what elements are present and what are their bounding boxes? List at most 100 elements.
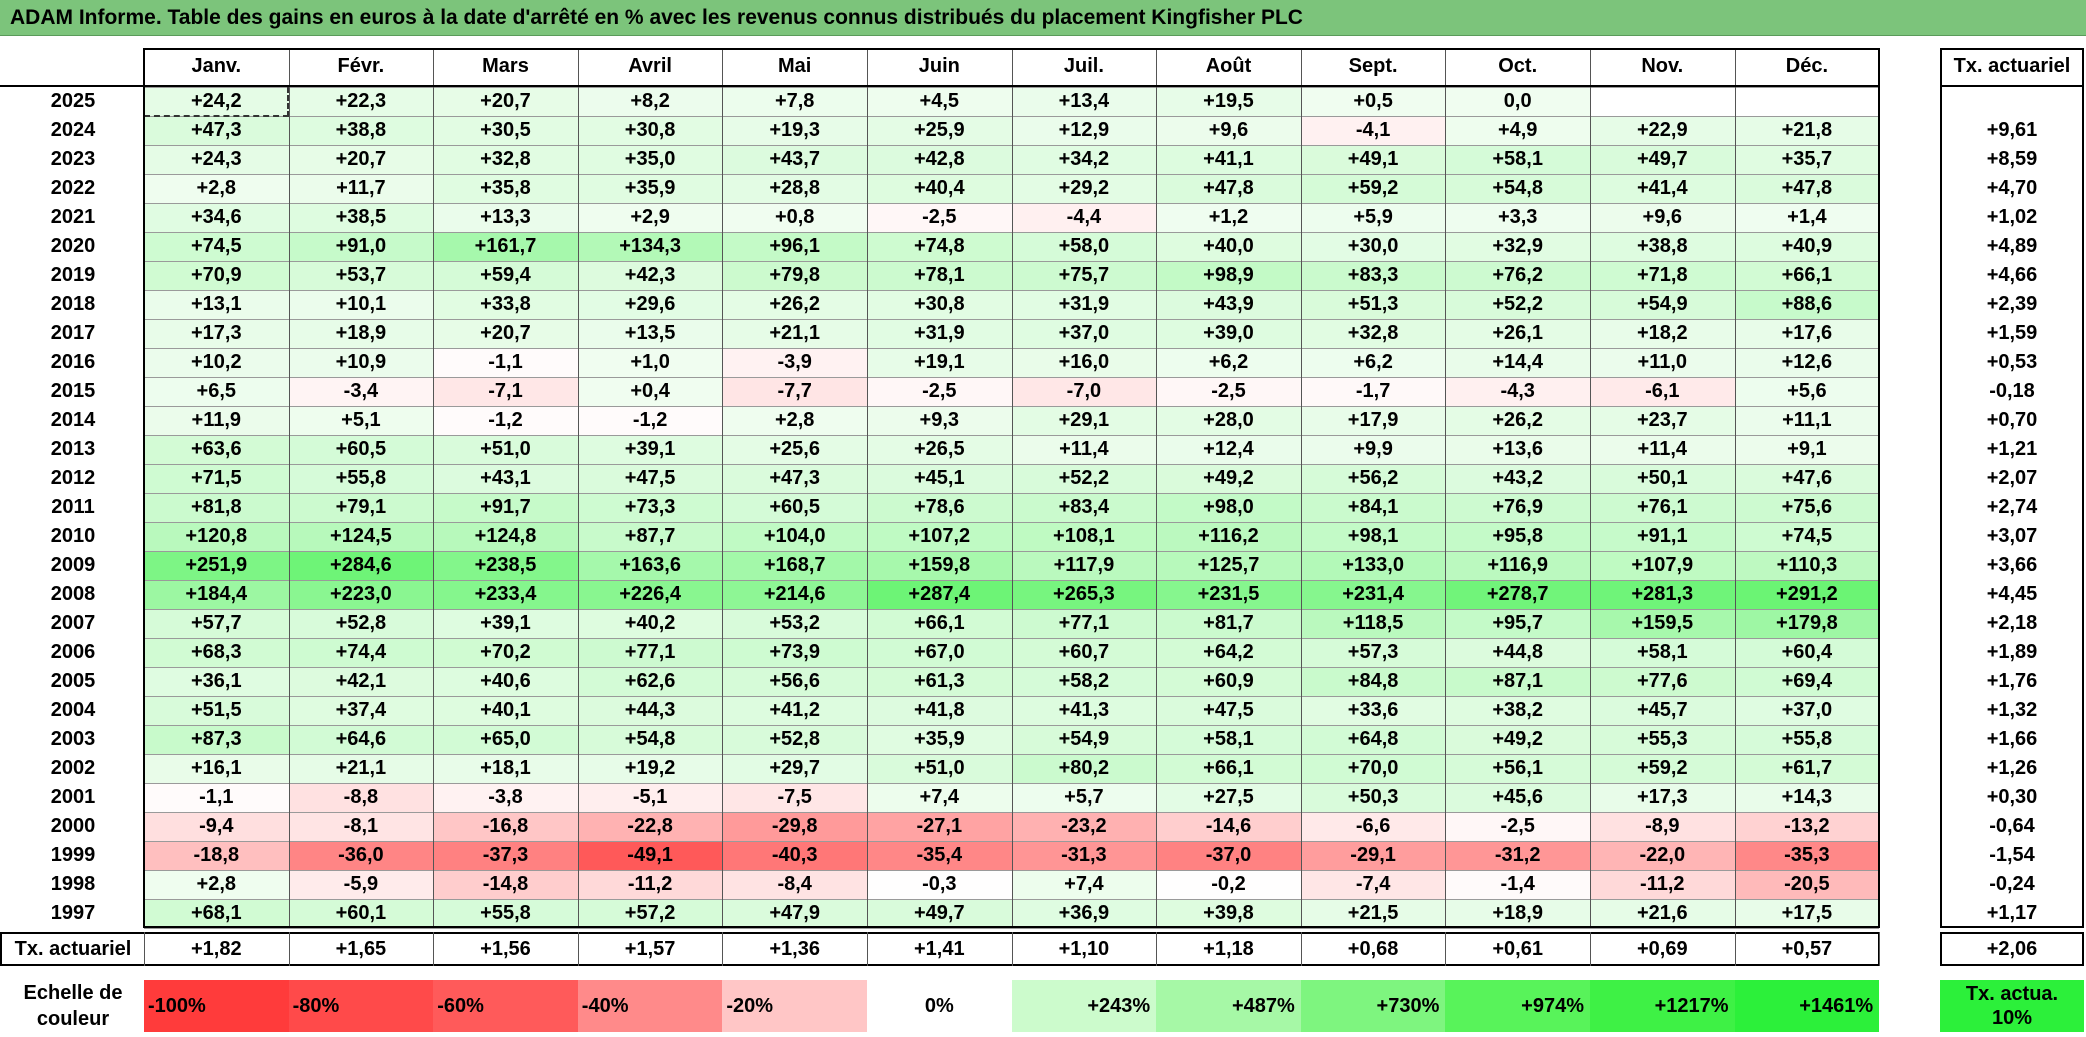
- table-cell: +1,0: [577, 348, 723, 377]
- table-cell: +159,5: [1590, 609, 1735, 638]
- rate-cell: +0,70: [1986, 409, 2038, 431]
- table-cell: +57,7: [144, 609, 289, 638]
- year-label: 2007: [50, 612, 96, 634]
- table-cell: 0,0: [1445, 87, 1590, 116]
- table-cell: +52,8: [722, 725, 867, 754]
- table-cell: +10,9: [288, 348, 434, 377]
- table-cell: -2,5: [1445, 812, 1590, 841]
- table-cell: -2,5: [867, 203, 1012, 232]
- table-cell: +107,2: [867, 522, 1012, 551]
- table-cell: +64,8: [1300, 725, 1446, 754]
- table-cell: -7,4: [1300, 870, 1446, 899]
- table-cell: +70,2: [433, 638, 578, 667]
- table-cell: +25,6: [722, 435, 867, 464]
- column-header: Août: [1205, 55, 1252, 77]
- table-cell: +70,0: [1300, 754, 1446, 783]
- column-header: Avril: [628, 55, 672, 77]
- table-cell: +17,3: [144, 319, 289, 348]
- table-cell: +96,1: [722, 232, 867, 261]
- summary-cell: +1,18: [1203, 938, 1254, 960]
- rate-cell: +4,66: [1986, 264, 2038, 286]
- table-cell: +59,4: [433, 261, 578, 290]
- column-header: Juil.: [1063, 55, 1104, 77]
- summary-cell: +0,68: [1347, 938, 1399, 960]
- table-cell: -5,1: [577, 783, 723, 812]
- table-cell: +45,1: [867, 464, 1012, 493]
- table-cell: +107,9: [1590, 551, 1735, 580]
- table-cell: +12,6: [1734, 348, 1880, 377]
- table-cell: +125,7: [1156, 551, 1301, 580]
- grid-line: [288, 48, 290, 928]
- color-scale-label: Echelle de couleur: [2, 980, 144, 1032]
- year-label: 1999: [50, 844, 96, 866]
- grid-line: [288, 932, 290, 966]
- year-label: 2006: [50, 641, 96, 663]
- table-cell: +251,9: [144, 551, 289, 580]
- table-cell: +21,1: [722, 319, 867, 348]
- table-cell: +0,5: [1300, 87, 1446, 116]
- table-cell: -8,1: [288, 812, 434, 841]
- table-cell: +18,9: [1445, 899, 1590, 928]
- table-cell: +13,4: [1011, 87, 1157, 116]
- table-cell: +95,7: [1445, 609, 1590, 638]
- table-cell: +79,8: [722, 261, 867, 290]
- table-cell: +44,3: [577, 696, 723, 725]
- table-cell: +19,5: [1156, 87, 1301, 116]
- table-cell: +21,8: [1734, 116, 1880, 145]
- year-label: 2021: [50, 206, 96, 228]
- title-bar: ADAM Informe. Table des gains en euros à…: [0, 0, 2086, 36]
- rate-cell: +1,66: [1986, 728, 2038, 750]
- table-cell: +71,5: [144, 464, 289, 493]
- table-cell: +11,4: [1011, 435, 1157, 464]
- summary-rate-cell: +2,06: [1986, 938, 2038, 960]
- table-cell: +68,1: [144, 899, 289, 928]
- table-cell: +0,8: [722, 203, 867, 232]
- year-label: 2011: [51, 496, 95, 518]
- table-cell: +35,9: [867, 725, 1012, 754]
- column-header: Nov.: [1641, 55, 1684, 77]
- table-cell: +77,6: [1590, 667, 1735, 696]
- table-cell: -4,3: [1445, 377, 1590, 406]
- table-cell: +41,1: [1156, 145, 1301, 174]
- year-label: 2019: [50, 264, 96, 286]
- color-scale-swatch: -20%: [722, 980, 867, 1032]
- year-label: 2017: [50, 322, 96, 344]
- table-cell: +4,5: [867, 87, 1012, 116]
- year-label: 2023: [50, 148, 96, 170]
- table-cell: +57,3: [1300, 638, 1446, 667]
- table-cell: +60,1: [288, 899, 434, 928]
- table-cell: +38,5: [288, 203, 434, 232]
- table-cell: +87,3: [144, 725, 289, 754]
- table-cell: +17,3: [1590, 783, 1735, 812]
- table-cell: +35,0: [577, 145, 723, 174]
- table-cell: +13,6: [1445, 435, 1590, 464]
- table-cell: +54,8: [1445, 174, 1590, 203]
- table-cell: +29,7: [722, 754, 867, 783]
- color-scale-swatch: +1217%: [1590, 980, 1735, 1032]
- table-cell: +124,8: [433, 522, 578, 551]
- summary-cell: +1,56: [480, 938, 531, 960]
- color-scale-swatch: +487%: [1156, 980, 1301, 1032]
- column-header: Juin: [918, 55, 960, 77]
- rate-cell: +1,21: [1986, 438, 2038, 460]
- table-cell: +47,3: [722, 464, 867, 493]
- table-cell: +66,1: [867, 609, 1012, 638]
- rate-cell: +3,66: [1986, 554, 2038, 576]
- table-cell: +56,1: [1445, 754, 1590, 783]
- table-cell: +34,6: [144, 203, 289, 232]
- table-cell: -6,1: [1590, 377, 1735, 406]
- table-cell: -22,8: [577, 812, 723, 841]
- table-cell: +79,1: [288, 493, 434, 522]
- table-cell: +33,6: [1300, 696, 1446, 725]
- year-label: 2018: [50, 293, 96, 315]
- table-cell: +41,4: [1590, 174, 1735, 203]
- rate-cell: +1,32: [1986, 699, 2038, 721]
- year-label: 2015: [50, 380, 96, 402]
- table-cell: +75,7: [1011, 261, 1157, 290]
- table-cell: +76,1: [1590, 493, 1735, 522]
- table-cell: +29,1: [1011, 406, 1157, 435]
- table-cell: +19,1: [867, 348, 1012, 377]
- table-cell: +47,5: [577, 464, 723, 493]
- table-cell: +43,1: [433, 464, 578, 493]
- table-cell: +84,1: [1300, 493, 1446, 522]
